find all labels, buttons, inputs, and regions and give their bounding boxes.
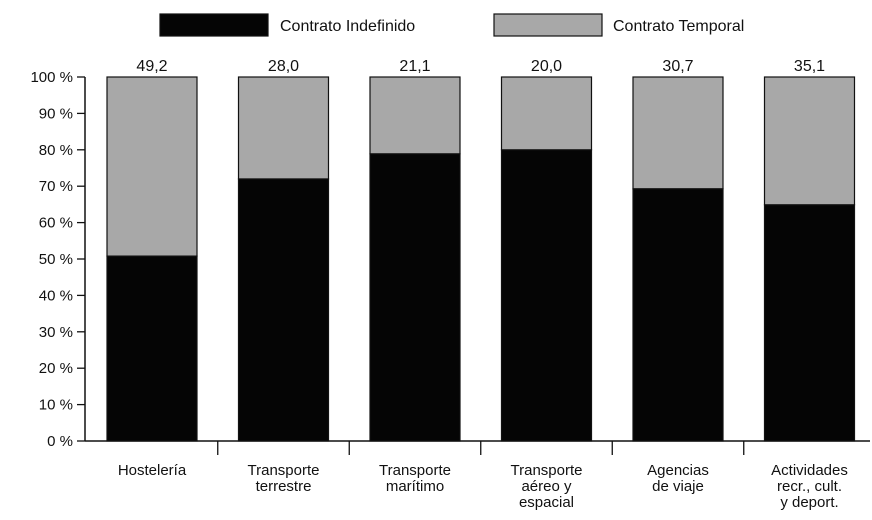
top-value-labels: 49,2 28,0 21,1 20,0 30,7 35,1 [136,58,825,75]
y-tick-label: 30 % [39,324,73,341]
bar-segment-indefinido [632,188,724,442]
category-label: Transporte aéreo y espacial [511,462,583,511]
y-tick-label: 50 % [39,251,73,268]
bar-top-value-label: 30,7 [662,58,693,75]
bar-segment-temporal [763,76,856,206]
bar-top-value-label: 49,2 [136,58,167,75]
legend-label: Contrato Temporal [613,18,744,35]
bar-top-value-label: 35,1 [794,58,825,75]
bar-segment-indefinido [106,255,198,442]
category-label-line: Actividades [771,462,848,479]
category-label-line: y deport. [780,494,838,511]
bar-segment-indefinido [500,149,593,442]
category-label-line: de viaje [652,478,704,495]
category-label-line: Hostelería [118,462,187,479]
category-label: Transporte marítimo [379,462,451,495]
category-label-line: espacial [519,494,574,511]
category-label-line: aéreo y [521,478,572,495]
category-label-line: marítimo [386,478,444,495]
bar-top-value-label: 21,1 [399,58,430,75]
bar-segment-temporal [369,76,461,155]
category-label-line: recr., cult. [777,478,842,495]
bar-segment-indefinido [237,178,330,442]
category-label-line: Transporte [511,462,583,479]
y-tick-label: 20 % [39,360,73,377]
y-tick-label: 60 % [39,215,73,232]
bars [106,76,856,442]
category-label: Agencias de viaje [647,462,709,495]
y-tick-label: 0 % [47,433,73,450]
y-axis: 0 % 10 % 20 % 30 % 40 % 50 % 60 % 70 % 80 % 90 % 1… [30,69,870,455]
legend-label: Contrato Indefinido [280,18,415,35]
category-label: Hostelería [118,462,187,479]
y-tick-label: 100 % [30,69,73,86]
bar-segment-temporal [237,76,330,180]
category-label-line: Agencias [647,462,709,479]
bar-segment-indefinido [369,153,461,442]
legend-swatch [493,13,603,37]
category-label-line: terrestre [256,478,312,495]
bar-segment-temporal [500,76,593,151]
y-tick-label: 80 % [39,142,73,159]
category-label-line: Transporte [379,462,451,479]
bar-top-value-label: 20,0 [531,58,562,75]
category-label: Actividades recr., cult. y deport. [771,462,848,511]
bar-segment-temporal [106,76,198,257]
y-tick-label: 90 % [39,105,73,122]
bar-segment-temporal [632,76,724,190]
legend: Contrato Indefinido Contrato Temporal [159,13,744,37]
y-tick-label: 40 % [39,287,73,304]
bar-segment-indefinido [763,204,856,442]
category-label-line: Transporte [248,462,320,479]
y-tick-label: 10 % [39,397,73,414]
bar-top-value-label: 28,0 [268,58,299,75]
category-label: Transporte terrestre [248,462,320,495]
y-tick-label: 70 % [39,178,73,195]
legend-swatch [159,13,269,37]
